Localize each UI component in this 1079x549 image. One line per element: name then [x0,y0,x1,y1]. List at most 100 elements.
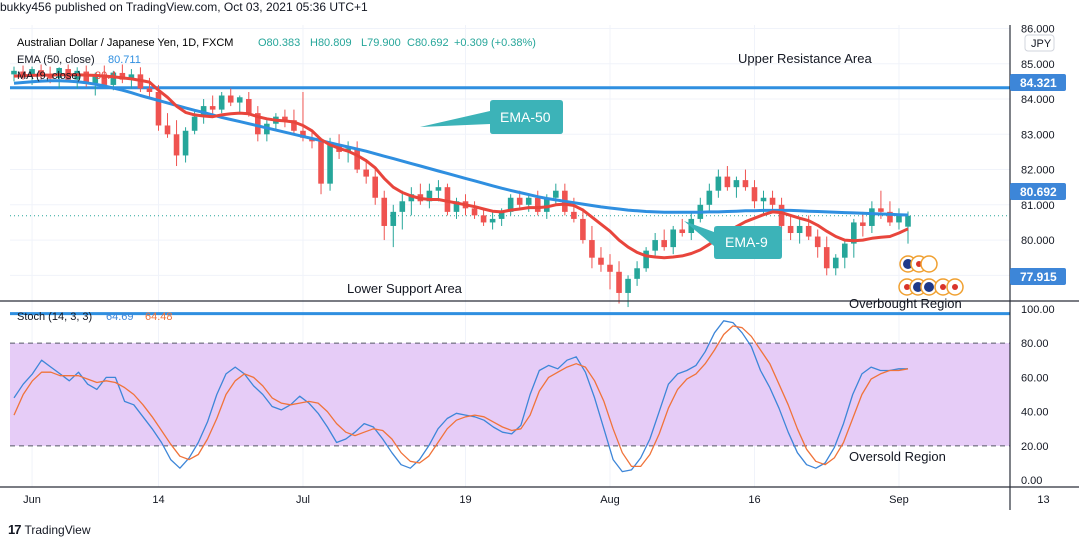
candle-body[interactable] [471,208,478,216]
candle-body[interactable] [101,74,108,85]
candle-body[interactable] [11,70,17,75]
stoch-d-line[interactable] [13,325,909,468]
candle-body[interactable] [516,197,523,205]
candle-body[interactable] [381,197,388,226]
candle-body[interactable] [507,197,514,212]
candle-body[interactable] [625,278,631,293]
candle-body[interactable] [173,134,180,156]
event-markers[interactable] [898,255,964,296]
candle-body[interactable] [56,68,62,78]
candle-body[interactable] [399,201,406,212]
candle-body[interactable] [832,257,839,269]
candle-body[interactable] [860,222,866,226]
candle-body[interactable] [525,197,532,205]
candle-body[interactable] [128,74,135,80]
candle-body[interactable] [498,211,505,219]
candle-body[interactable] [580,218,586,241]
candle-body[interactable] [191,116,198,131]
candle-body[interactable] [896,215,902,223]
candle-body[interactable] [543,197,550,212]
ema50-line[interactable] [13,79,909,217]
candle-body[interactable] [652,240,658,251]
candle-body[interactable] [318,141,324,184]
price-tick-label: 84.000 [1021,94,1055,106]
candle-body[interactable] [887,211,893,223]
candle-body[interactable] [426,190,433,202]
price-pane[interactable] [10,64,1010,316]
stoch-k-line[interactable] [13,320,908,473]
candle-body[interactable] [796,225,803,234]
candle-body[interactable] [878,208,884,212]
candle-body[interactable] [291,120,297,131]
candle-body[interactable] [670,229,677,248]
candle-body[interactable] [363,169,369,177]
candle-body[interactable] [489,218,496,223]
candle-body[interactable] [92,74,99,84]
candle-body[interactable] [444,187,451,212]
candle-body[interactable] [327,144,333,184]
candle-body[interactable] [841,243,848,258]
candle-body[interactable] [751,187,758,202]
candle-body[interactable] [453,201,460,212]
price-tick-label: 83.000 [1021,129,1055,141]
candle-body[interactable] [742,180,749,188]
candle-body[interactable] [589,240,595,258]
candle-body[interactable] [354,148,360,170]
candle-body[interactable] [282,116,288,121]
candle-body[interactable] [634,268,640,279]
candle-body[interactable] [164,125,171,135]
candle-body[interactable] [643,250,649,269]
candle-body[interactable] [607,264,613,272]
candle-body[interactable] [679,229,686,234]
candle-body[interactable] [209,106,216,110]
candle-body[interactable] [598,257,604,265]
candle-body[interactable] [778,204,785,226]
candle-body[interactable] [733,180,740,188]
candle-body[interactable] [724,176,731,188]
candle-body[interactable] [769,197,776,205]
stoch-pane[interactable] [10,320,1010,473]
candle-body[interactable] [236,97,243,103]
candle-body[interactable] [372,176,379,198]
candle-body[interactable] [255,113,261,135]
candle-body[interactable] [408,194,415,202]
candle-body[interactable] [119,72,126,80]
ema9-line[interactable] [13,73,909,260]
candle-body[interactable] [823,247,830,269]
tradingview-logo-icon: 17 [8,522,22,537]
candle-body[interactable] [715,176,722,191]
au-flag-icon-fill [924,282,934,292]
event-marker-icon[interactable] [920,255,938,273]
tradingview-logo[interactable]: 17 TradingView [8,522,91,537]
candle-body[interactable] [905,215,911,227]
candle-body[interactable] [851,222,857,244]
candle-body[interactable] [787,225,794,234]
candle-body[interactable] [155,91,162,126]
ema50-legend-value: 80.711 [108,54,141,66]
candle-body[interactable] [435,187,442,191]
candle-body[interactable] [814,236,821,248]
candle-body[interactable] [616,271,622,293]
candle-body[interactable] [110,72,117,85]
candle-body[interactable] [553,190,559,198]
candle-body[interactable] [661,240,667,248]
candle-body[interactable] [83,71,90,84]
candle-body[interactable] [760,197,767,202]
candle-body[interactable] [29,69,35,77]
candle-body[interactable] [390,211,397,226]
candle-body[interactable] [146,88,153,92]
candle-body[interactable] [218,95,225,110]
candle-body[interactable] [869,208,875,226]
candle-body[interactable] [182,130,189,156]
candle-body[interactable] [245,99,252,114]
candle-body[interactable] [38,70,44,75]
candle-body[interactable] [480,215,487,223]
candle-body[interactable] [300,130,306,138]
candle-body[interactable] [534,197,541,212]
candle-body[interactable] [706,190,713,205]
candle-body[interactable] [805,225,812,237]
candle-body[interactable] [571,211,577,219]
candle-body[interactable] [227,95,234,103]
price-tag-resistance: 84.321 [1010,74,1066,91]
currency-badge[interactable] [1024,34,1055,52]
